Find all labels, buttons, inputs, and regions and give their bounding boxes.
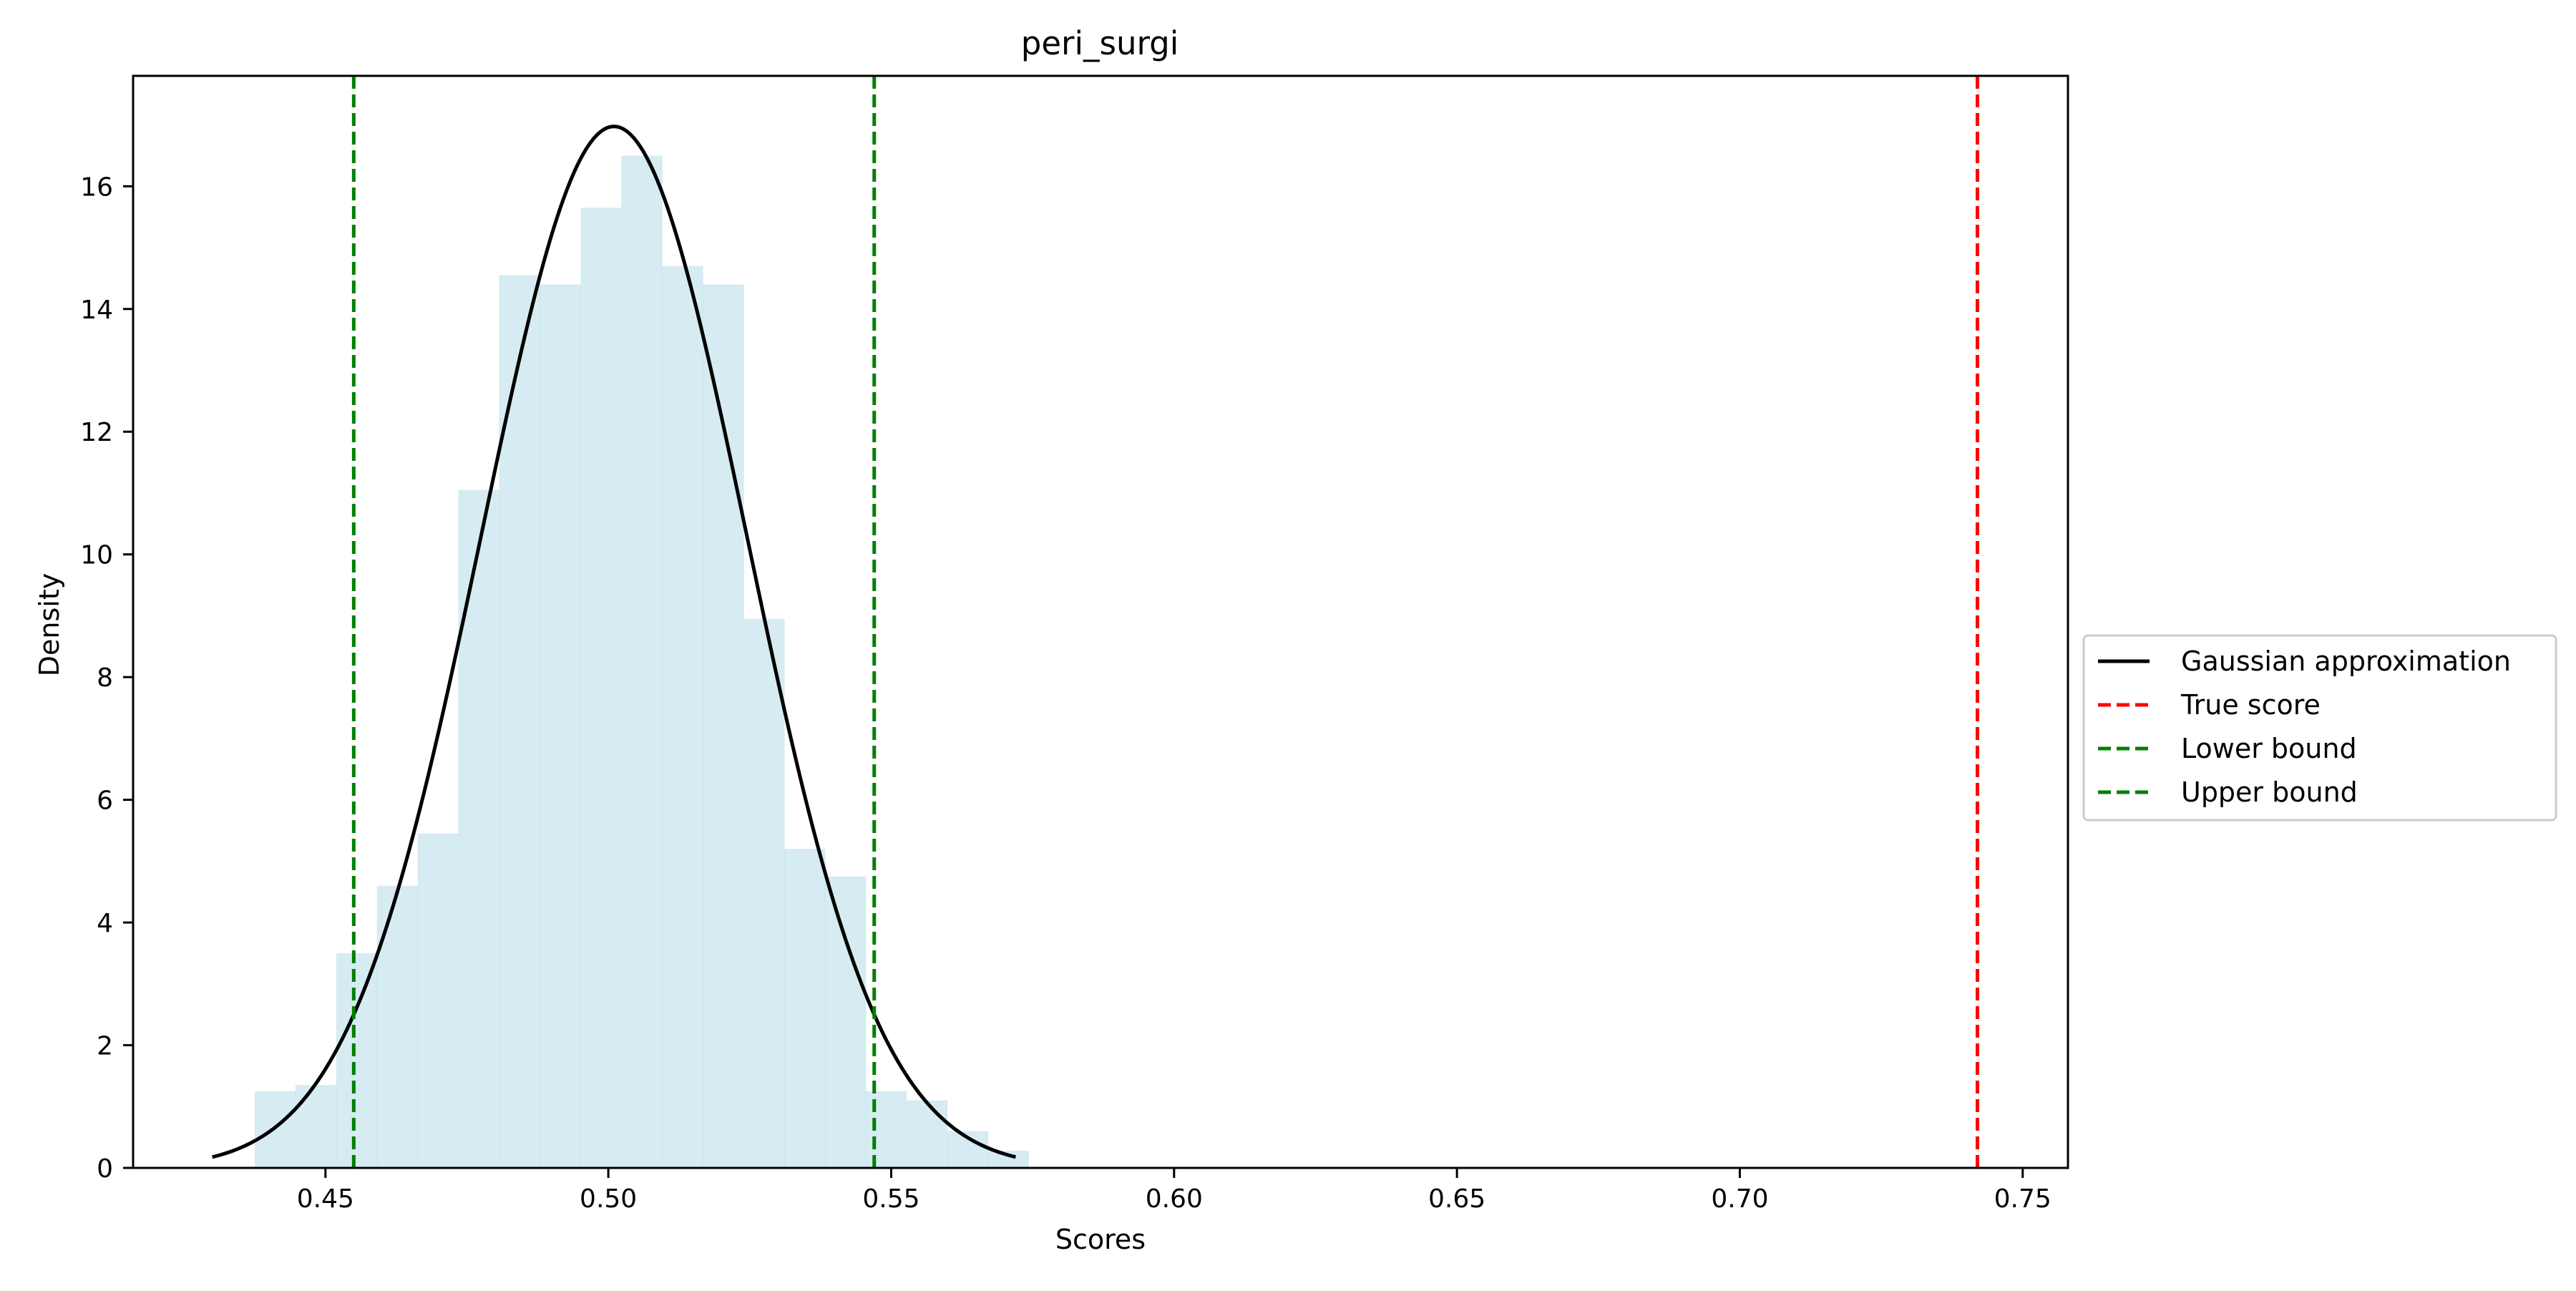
histogram-bar: [417, 833, 459, 1168]
histogram-bar: [865, 1091, 907, 1168]
x-tick-label: 0.45: [297, 1184, 354, 1214]
histogram-bar: [376, 885, 419, 1168]
histogram-bar: [540, 284, 581, 1168]
legend-label: Lower bound: [2181, 733, 2357, 764]
legend-box: [2082, 634, 2557, 822]
y-axis-label: Density: [34, 573, 65, 676]
chart-title: peri_surgi: [1021, 24, 1179, 62]
histogram-bar: [703, 284, 744, 1168]
reference-lines: [351, 76, 1979, 1168]
histogram-bar: [295, 1085, 337, 1168]
histogram-bar: [743, 618, 785, 1168]
histogram-bar: [621, 155, 663, 1168]
y-tick-label: 12: [80, 418, 113, 447]
histogram-bar: [458, 489, 500, 1168]
legend: Gaussian approximation True score Lower bo…: [2082, 634, 2557, 822]
x-axis-label: Scores: [1055, 1224, 1146, 1255]
gaussian-curve-layer: [212, 125, 1017, 1159]
x-tick-label: 0.70: [1711, 1184, 1768, 1214]
y-tick-label: 10: [80, 541, 113, 570]
histogram-bars: [254, 155, 1030, 1169]
histogram-bar: [784, 849, 826, 1168]
plot-area-frame: [132, 74, 2069, 1169]
histogram-bar: [580, 208, 622, 1169]
y-tick-label: 4: [97, 909, 113, 938]
legend-label: True score: [2180, 689, 2321, 721]
histogram-bar: [906, 1100, 948, 1168]
histogram-bar: [662, 265, 703, 1168]
gaussian-approximation-line: [212, 125, 1017, 1159]
y-tick-label: 2: [97, 1032, 113, 1061]
y-tick-label: 14: [80, 296, 113, 325]
y-axis-ticks: 0 2 4 6 8 10 12 14 16: [80, 172, 133, 1184]
x-tick-label: 0.65: [1428, 1184, 1485, 1214]
y-tick-label: 0: [97, 1154, 113, 1184]
x-tick-label: 0.60: [1146, 1184, 1203, 1214]
x-tick-label: 0.50: [580, 1184, 637, 1214]
x-tick-label: 0.55: [862, 1184, 919, 1214]
y-tick-label: 16: [80, 172, 113, 202]
y-tick-label: 6: [97, 786, 113, 816]
histogram-bar: [824, 876, 867, 1168]
y-tick-label: 8: [97, 663, 113, 693]
legend-label: Gaussian approximation: [2181, 646, 2511, 677]
legend-label: Upper bound: [2181, 776, 2358, 808]
histogram-bar: [499, 275, 540, 1169]
x-axis-ticks: 0.45 0.50 0.55 0.60 0.65 0.70 0.75: [297, 1168, 2051, 1214]
x-tick-label: 0.75: [1994, 1184, 2051, 1214]
histogram-bar: [336, 953, 378, 1168]
